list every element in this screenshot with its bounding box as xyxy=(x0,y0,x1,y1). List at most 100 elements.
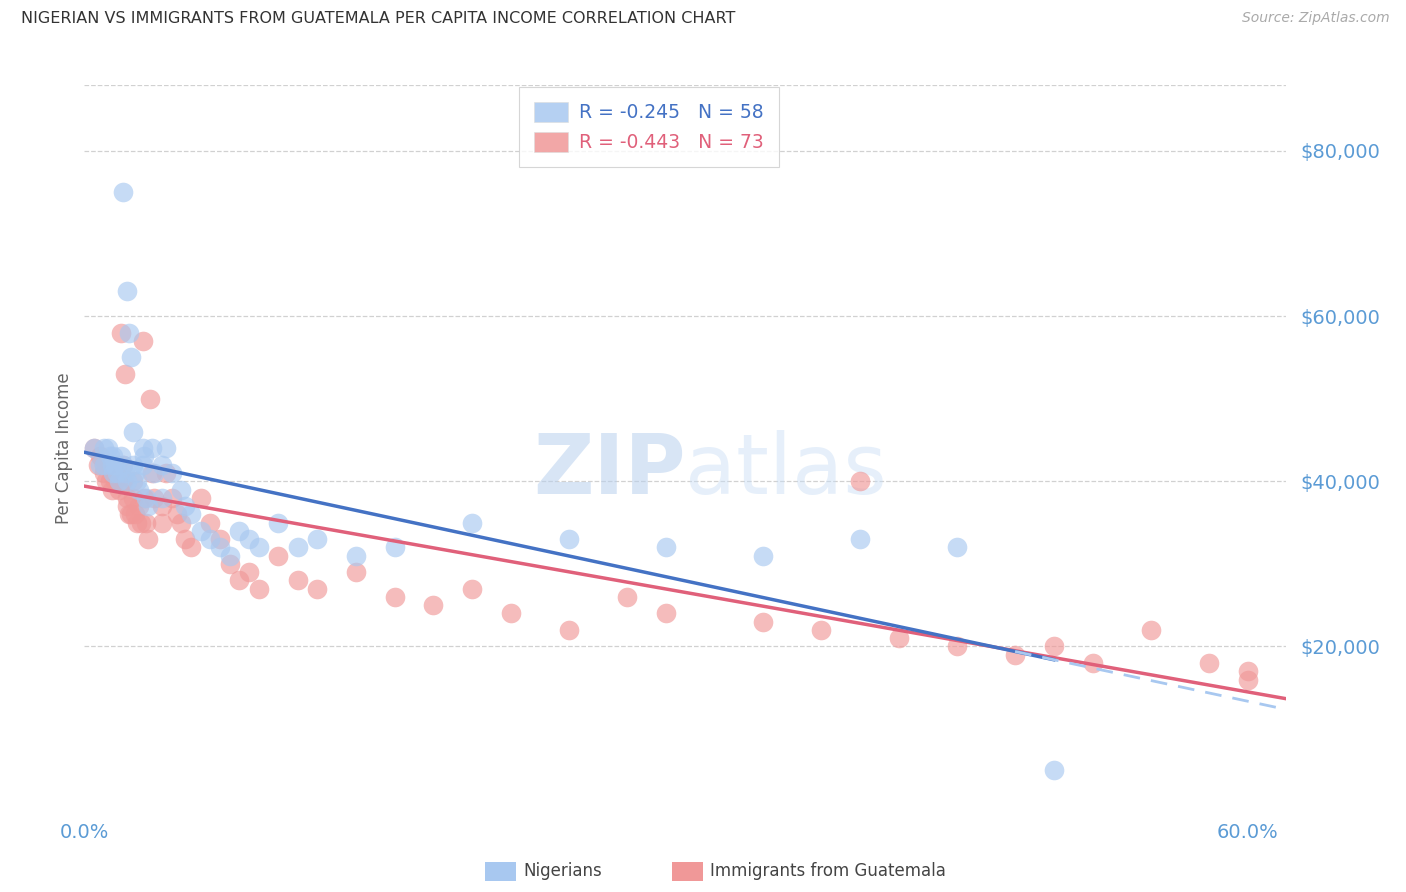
Point xyxy=(125,516,148,530)
Point xyxy=(287,541,309,555)
Legend: R = -0.245   N = 58, R = -0.443   N = 73: R = -0.245 N = 58, R = -0.443 N = 73 xyxy=(519,87,779,167)
Y-axis label: Per Capita Income: Per Capita Income xyxy=(55,373,73,524)
Point xyxy=(190,524,212,538)
Point xyxy=(83,442,105,455)
Point xyxy=(170,516,193,530)
Point xyxy=(849,532,872,546)
Point xyxy=(104,458,127,472)
Point xyxy=(103,458,125,472)
Point xyxy=(112,185,135,199)
Point xyxy=(174,532,197,546)
Point xyxy=(209,541,232,555)
Point xyxy=(103,466,125,480)
Point xyxy=(344,565,367,579)
Point xyxy=(115,475,138,489)
Point xyxy=(228,524,250,538)
Point xyxy=(655,607,678,621)
Point xyxy=(1043,764,1066,778)
Point xyxy=(170,483,193,497)
Point xyxy=(125,475,148,489)
Text: Nigerians: Nigerians xyxy=(523,863,602,880)
Point xyxy=(97,442,120,455)
Point xyxy=(200,532,222,546)
Point xyxy=(180,508,202,522)
Point xyxy=(499,607,522,621)
Point xyxy=(120,508,142,522)
Text: NIGERIAN VS IMMIGRANTS FROM GUATEMALA PER CAPITA INCOME CORRELATION CHART: NIGERIAN VS IMMIGRANTS FROM GUATEMALA PE… xyxy=(21,11,735,26)
Point xyxy=(228,574,250,588)
Point xyxy=(124,466,146,480)
Point xyxy=(100,458,122,472)
Text: Source: ZipAtlas.com: Source: ZipAtlas.com xyxy=(1241,11,1389,25)
Point xyxy=(141,442,163,455)
Point xyxy=(174,499,197,513)
Point xyxy=(150,499,173,513)
Point xyxy=(1198,656,1220,670)
Point xyxy=(1043,640,1066,654)
Point xyxy=(121,425,143,439)
Point xyxy=(93,466,115,480)
Point xyxy=(150,516,173,530)
Point xyxy=(384,541,406,555)
Point xyxy=(105,466,128,480)
Point xyxy=(810,623,832,637)
Point xyxy=(93,458,115,472)
Point xyxy=(108,475,131,489)
Point xyxy=(267,516,290,530)
Point xyxy=(422,598,444,612)
Point xyxy=(139,392,162,406)
Point xyxy=(94,475,117,489)
Point xyxy=(135,491,157,505)
Point xyxy=(134,491,156,505)
Point xyxy=(305,582,328,596)
Point xyxy=(155,442,177,455)
Point xyxy=(110,326,132,340)
Point xyxy=(218,549,240,563)
Point xyxy=(209,532,232,546)
Point xyxy=(558,623,581,637)
Point xyxy=(121,475,143,489)
Point xyxy=(121,491,143,505)
Point xyxy=(103,466,125,480)
Point xyxy=(131,458,153,472)
Point xyxy=(112,475,135,489)
Point xyxy=(190,491,212,505)
Point xyxy=(946,640,969,654)
Point xyxy=(121,458,143,472)
Point xyxy=(305,532,328,546)
Point xyxy=(946,541,969,555)
Point xyxy=(98,450,121,464)
Point xyxy=(143,491,166,505)
Point xyxy=(97,458,120,472)
Point xyxy=(134,450,156,464)
Point xyxy=(616,590,638,604)
Point xyxy=(118,326,141,340)
Point xyxy=(238,565,260,579)
Point xyxy=(166,508,188,522)
Point xyxy=(112,458,135,472)
Point xyxy=(138,532,160,546)
Point xyxy=(180,541,202,555)
Point xyxy=(155,466,177,480)
Point xyxy=(461,582,484,596)
Point xyxy=(83,442,105,455)
Point xyxy=(100,483,122,497)
Point xyxy=(138,499,160,513)
Point xyxy=(752,549,775,563)
Point xyxy=(887,632,910,646)
Point xyxy=(160,466,183,480)
Point xyxy=(108,483,131,497)
Point xyxy=(120,351,142,365)
Point xyxy=(752,615,775,629)
Point xyxy=(128,499,150,513)
Point xyxy=(93,442,115,455)
Point xyxy=(114,367,136,381)
Point xyxy=(1139,623,1161,637)
Point xyxy=(200,516,222,530)
Point xyxy=(849,475,872,489)
Point xyxy=(131,334,153,348)
Point xyxy=(115,285,138,299)
Point xyxy=(150,458,173,472)
Point xyxy=(1004,648,1026,662)
Point xyxy=(115,499,138,513)
